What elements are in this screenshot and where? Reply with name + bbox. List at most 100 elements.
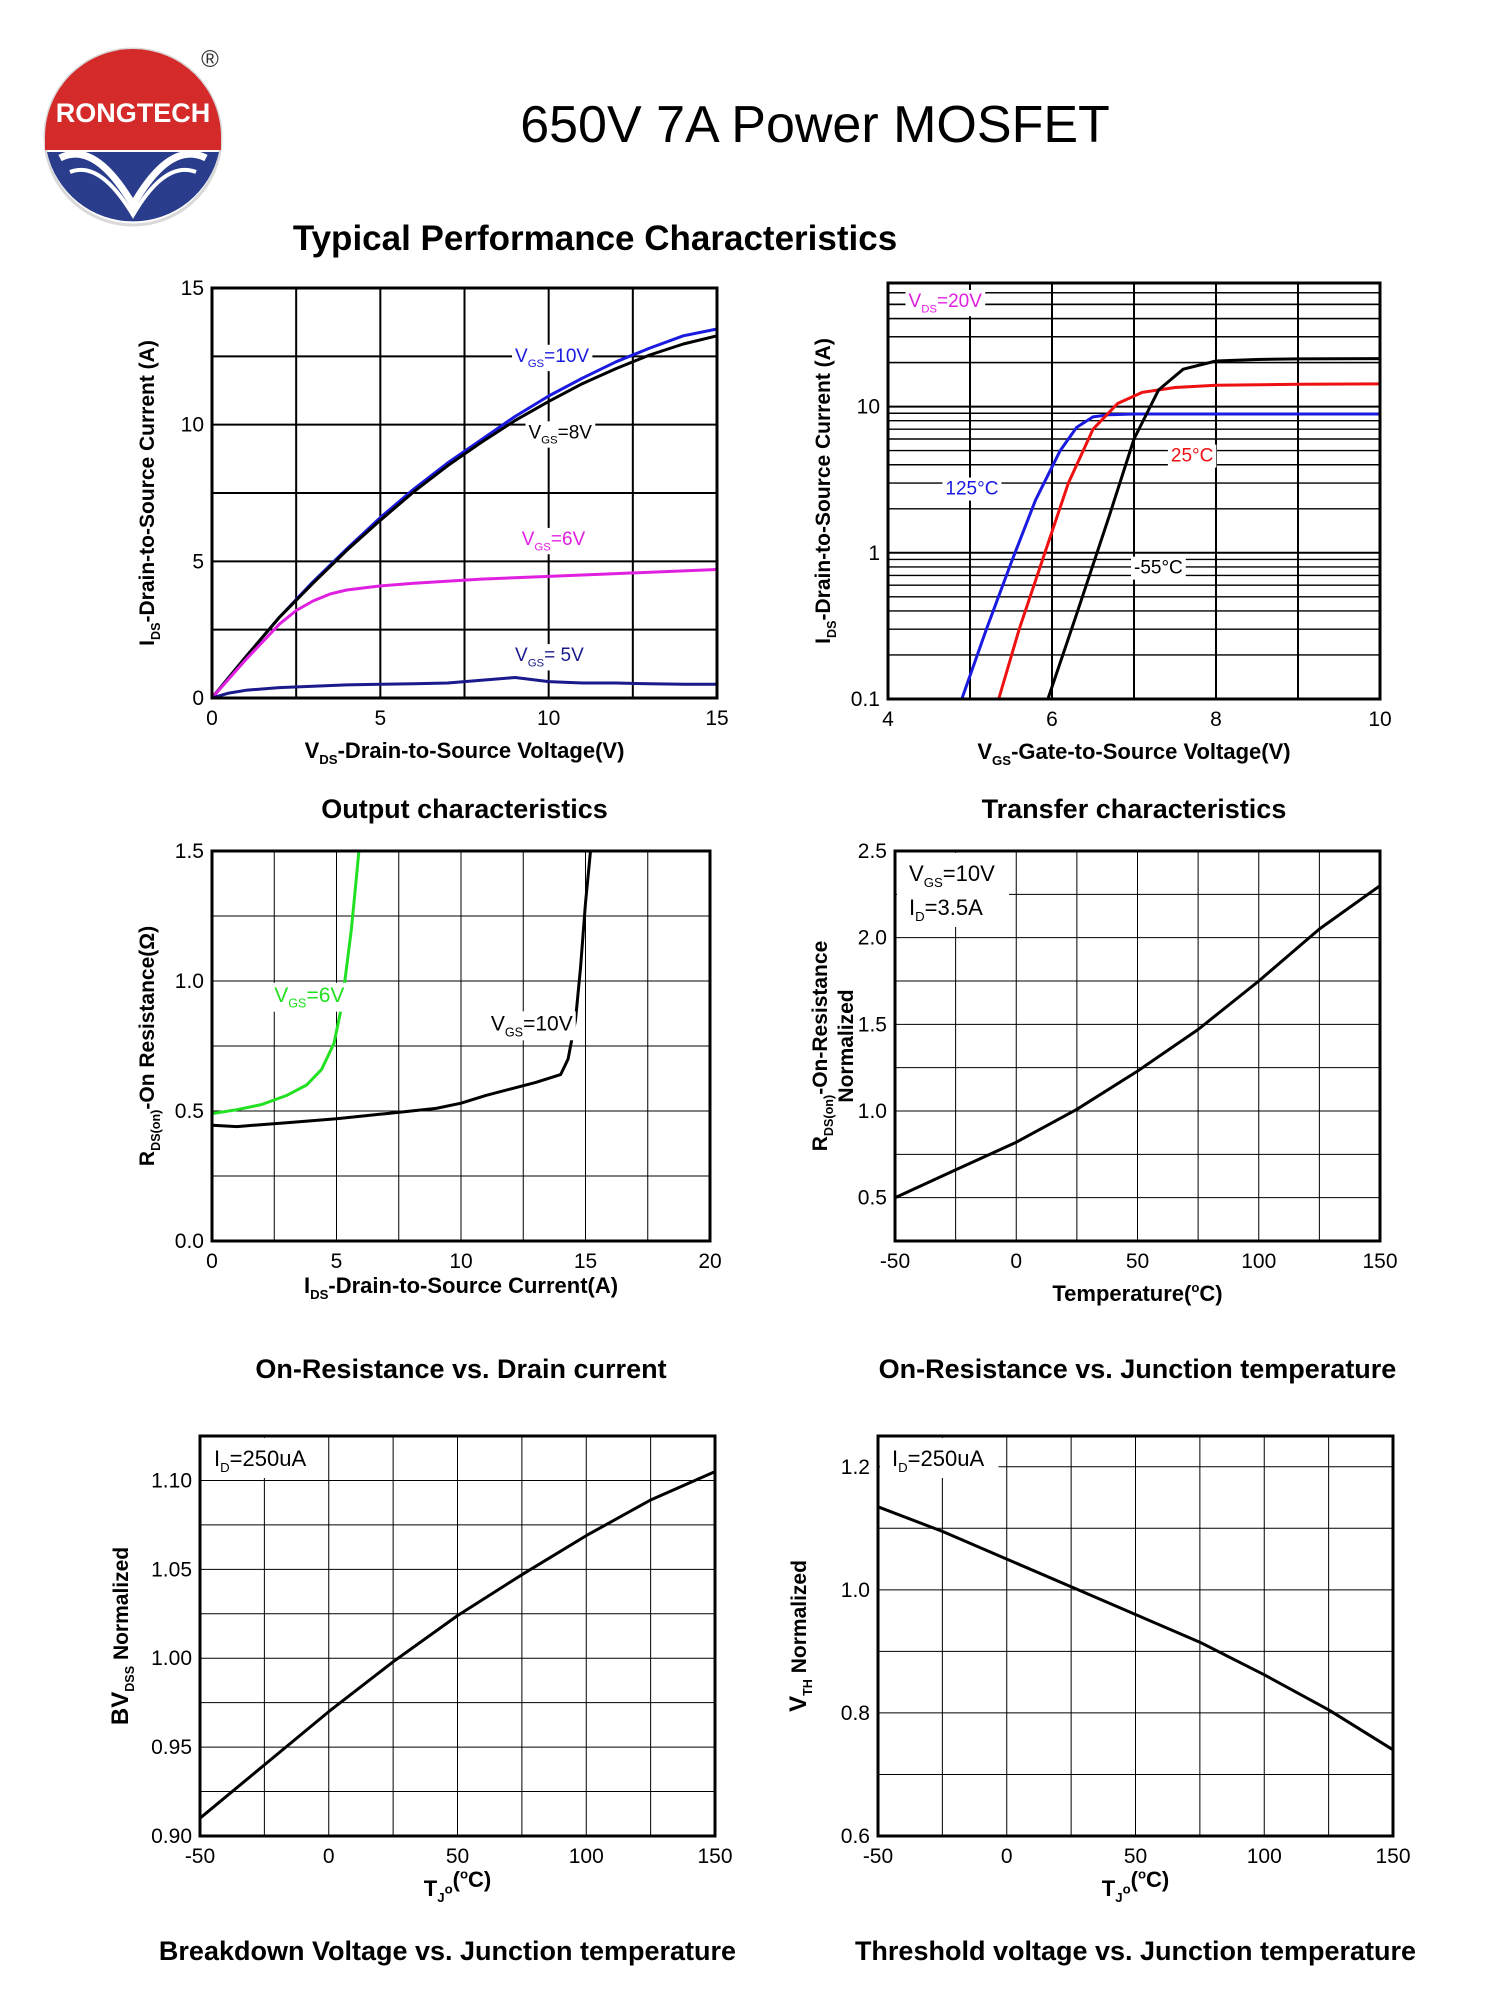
gridlines [212,288,717,698]
x-tick-label: 8 [1210,708,1222,731]
x-tick-label: 15 [574,1250,597,1273]
chart-bvdss_vs_temp: -50 0 50 100 150 0.90 0.95 1.00 1.05 1.10 TJo(oC) B… [107,1434,736,1966]
chart-rds_vs_temp: -50 0 50 100 150 0.5 1.0 1.5 2.0 2.5 Temperature(o… [809,840,1398,1384]
series-label-1-bg [487,1011,576,1041]
page-title: 650V 7A Power MOSFET [520,96,1110,154]
legend-bg [880,1438,999,1478]
legend-box: ID=250uA [202,1438,321,1478]
x-tick-label: 50 [1126,1250,1149,1273]
section-title: Typical Performance Characteristics [293,219,897,258]
x-tick-label: -50 [880,1250,910,1273]
y-tick-label: 0 [192,687,204,710]
y-tick-label: 1.05 [151,1558,192,1581]
series-label-1-bg [1167,444,1217,468]
series-line-vgs-10v [211,850,592,1129]
x-axis-label: VDS-Drain-to-Source Voltage(V) [305,738,625,767]
y-tick-label: 15 [181,277,204,300]
chart-caption: Breakdown Voltage vs. Junction temperatu… [159,1936,736,1966]
y-tick-label: 2.5 [858,840,887,863]
x-tick-label: 0 [206,1250,218,1273]
vds-annotation: VDS=20V [909,291,983,315]
logo-wave [58,150,208,213]
x-tick-label: 10 [449,1250,472,1273]
series-line-vth [877,1505,1394,1752]
y-tick-label: 1.0 [841,1579,870,1602]
series-line-vgs-6v [211,850,361,1116]
x-tick-label: 150 [1362,1250,1397,1273]
x-tick-label: 10 [1368,708,1391,731]
x-tick-label: 0 [1010,1250,1022,1273]
x-tick-label: 20 [698,1250,721,1273]
series-line-vgs-6v [210,568,718,699]
series-label-2: VGS=6V [522,529,586,553]
x-tick-label: 50 [1124,1845,1147,1868]
logo-brand-text: RONGTECH [56,98,211,128]
x-tick-label: 100 [1247,1845,1282,1868]
y-tick-label: 1.5 [858,1013,887,1036]
series-label-2-bg [1131,556,1186,580]
x-tick-label: 150 [1375,1845,1410,1868]
gridlines [878,1436,1393,1836]
chart-caption: Threshold voltage vs. Junction temperatu… [855,1936,1416,1966]
x-tick-label: 150 [697,1845,732,1868]
chart-rds_vs_id: 0 5 10 15 20 0.0 0.5 1.0 1.5 IDS-Drain-to-Source … [136,840,722,1384]
x-tick-label: -50 [185,1845,215,1868]
y-tick-label: 0.95 [151,1736,192,1759]
y-tick-label: 0.6 [841,1825,870,1848]
x-axis-label: IDS-Drain-to-Source Current(A) [304,1273,618,1302]
series-label-0-bg [942,477,1002,501]
x-tick-label: 50 [446,1845,469,1868]
y-tick-label: 0.5 [175,1100,204,1123]
y-tick-label: 1.0 [858,1100,887,1123]
y-tick-label: 1.5 [175,840,204,863]
registered-mark: ® [201,46,219,73]
series-line-25-c [997,382,1381,700]
legend-box: ID=250uA [880,1438,999,1478]
series-label-0-bg [271,982,348,1012]
gridlines [200,1436,715,1836]
chart-caption: On-Resistance vs. Drain current [255,1354,666,1384]
gridlines [895,851,1380,1241]
x-axis-label: TJo(oC) [424,1866,491,1905]
y-tick-label: 10 [857,396,880,419]
series-line-125-c [960,412,1380,700]
series-label-2: -55°C [1134,558,1183,579]
chart-transfer: 4 6 8 10 0.1 1 10 VGS-Gate-to-Source Voltage(V)… [812,281,1392,824]
series-label-1-bg [525,421,596,448]
x-tick-label: 15 [705,707,728,730]
y-tick-label: 5 [192,550,204,573]
rongtech-logo: RONGTECH ® [43,46,223,227]
y-tick-label: 0.8 [841,1702,870,1725]
y-tick-label: 0.90 [151,1825,192,1848]
y-tick-label: 1.2 [841,1456,870,1479]
chart-vth_vs_temp: -50 0 50 100 150 0.6 0.8 1.0 1.2 TJo(oC) VTH Norma… [785,1434,1416,1966]
y-axis-label: RDS(on)-On Resistance(Ω) [136,926,163,1166]
series-label-1: 25°C [1171,446,1213,467]
plot-frame [876,1434,1395,1838]
chart-caption: Transfer characteristics [982,794,1287,824]
x-tick-label: 0 [1001,1845,1013,1868]
y-tick-label: 0.1 [851,688,880,711]
x-axis-label: VGS-Gate-to-Source Voltage(V) [977,739,1290,768]
chart-caption: Output characteristics [321,794,608,824]
plot-frame [210,849,712,1243]
legend-line-0: VGS=10V [909,861,995,890]
x-tick-label: 100 [569,1845,604,1868]
y-tick-label: 0.0 [175,1230,204,1253]
series-label-0: VGS=10V [515,346,589,370]
series-label-3: VGS= 5V [515,645,584,669]
series-line-vgs-5v [211,676,717,700]
legend-bg [897,853,1010,927]
x-tick-label: 5 [331,1250,343,1273]
y-axis-label: RDS(on)-On-Resistance [809,941,836,1152]
plot-frame [893,849,1382,1243]
y-tick-label: 0.5 [858,1187,887,1210]
legend-line-1: ID=3.5A [909,895,983,924]
series-line-rds-on- [894,884,1381,1200]
x-tick-label: 0 [323,1845,335,1868]
x-tick-label: 6 [1046,708,1058,731]
logo-wave-2 [69,167,197,219]
y-tick-label: 1.0 [175,970,204,993]
x-tick-label: 0 [206,707,218,730]
